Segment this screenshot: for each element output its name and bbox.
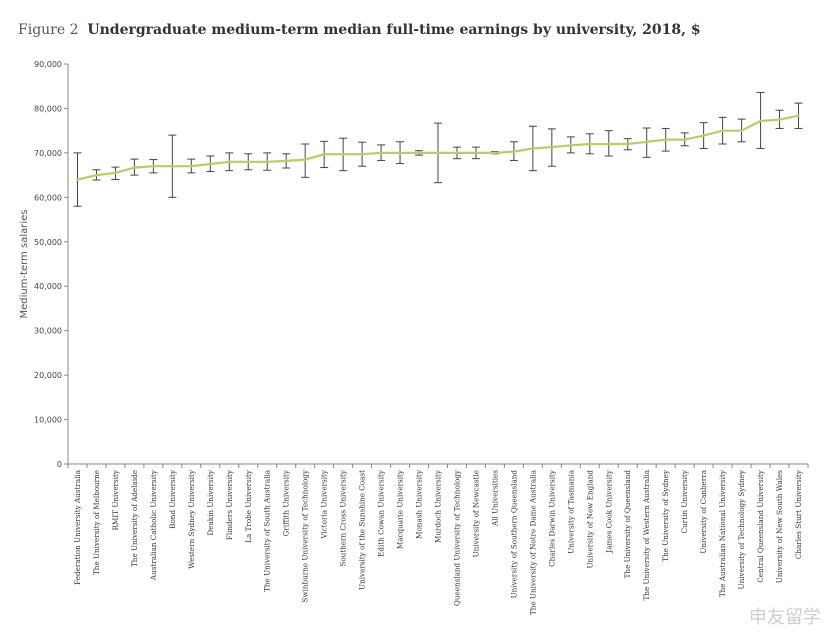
data-point [417,151,421,155]
category-label: The University of Western Australia [642,469,651,600]
data-point [455,151,459,155]
error-bars [73,91,803,207]
data-point [133,166,136,169]
category-label: University of New South Wales [775,470,784,583]
category-label: University of Canberra [699,469,708,553]
data-point [341,153,345,156]
data-point [114,171,117,175]
category-label: University of Newcastle [471,470,480,557]
category-label: Flinders University [225,469,234,540]
category-label: Charles Darwin University [547,469,556,567]
category-label: Southern Cross University [339,469,348,567]
y-tick-label: 30,000 [34,327,62,336]
y-tick-label: 20,000 [34,371,62,380]
data-point [360,153,364,156]
data-point [171,165,174,168]
median-line [76,114,800,181]
y-tick-label: 80,000 [34,104,62,113]
data-point [76,178,79,181]
category-label: Federation University Australia [73,469,82,585]
data-point [721,129,724,132]
category-label: The University of Notre Dame Australia [528,469,537,615]
data-point [626,142,629,146]
data-point [778,118,781,121]
data-point [152,165,155,168]
data-point [512,150,516,153]
category-label: Western Sydney University [187,469,196,569]
watermark-text: 申友留学 [749,607,821,628]
category-label: University of Technology Sydney [737,469,746,589]
data-point [569,144,573,147]
category-label: Edith Cowan University [377,469,386,557]
figure-title-text: Undergraduate medium-term median full-ti… [87,22,701,38]
category-label: Victoria University [320,469,329,540]
data-point [493,151,497,155]
category-label: University of Tasmania [566,469,575,553]
data-point [607,142,610,146]
category-label: Bond University [168,469,177,529]
chart-title: Figure 2 Undergraduate medium-term media… [18,22,701,38]
data-point [322,153,326,156]
data-point [379,151,383,155]
category-label: The University of Sydney [661,469,670,562]
category-label: La Trobe University [244,469,253,543]
category-label: Central Queensland University [756,469,765,583]
category-label: All Universities [490,470,499,527]
data-point [474,151,478,155]
data-point [398,151,402,155]
data-point [209,162,212,166]
data-point [436,151,440,155]
category-label: The University of Queensland [623,470,632,579]
data-point [190,165,193,168]
category-label: Curtin University [680,469,689,533]
y-axis-label: Medium-term salaries [19,209,30,318]
y-tick-label: 50,000 [34,238,62,247]
category-label: University of the Sunshine Coast [358,470,367,590]
category-label: Charles Sturt University [794,469,803,559]
category-label: Griffith University [282,469,291,536]
category-label: University of New England [585,470,594,569]
y-tick-label: 60,000 [34,193,62,202]
category-label: Australian Catholic University [149,469,158,581]
data-point [303,158,307,161]
category-label: James Cook University [604,469,613,554]
category-labels: Federation University Australia The Unive… [73,469,803,615]
category-label: Monash University [415,469,424,539]
figure-label: Figure 2 [18,22,79,38]
data-point [645,140,648,143]
data-point [247,160,250,163]
y-tick-label: 10,000 [34,416,62,425]
category-label: Queensland University of Technology [453,469,462,606]
category-label: The University of South Australia [263,469,272,592]
category-label: Deakin University [206,469,215,535]
data-point [531,147,535,150]
y-tick-label: 70,000 [34,149,62,158]
category-label: University of Southern Queensland [509,470,518,599]
category-label: Murdoch University [434,469,443,543]
data-point [285,159,288,163]
axes: 0 10,000 20,000 30,000 40,000 50,000 60,000 70,… [19,60,809,469]
category-label: The University of Adelaide [130,470,139,567]
y-tick-label: 90,000 [34,60,62,69]
y-tick-label: 40,000 [34,282,62,291]
data-point [95,173,98,177]
data-point [797,114,800,117]
data-point [702,134,705,137]
y-tick-label: 0 [57,460,62,469]
data-point [664,138,667,141]
data-point [228,160,231,163]
data-point [683,138,686,141]
category-label: RMIT University [111,469,120,530]
data-point [740,129,743,132]
data-point [550,145,554,149]
data-point [266,160,269,163]
category-label: The Australian National University [718,469,727,597]
category-label: Macquarie University [396,469,405,549]
data-point [759,119,762,123]
category-label: The University of Melbourne [92,470,101,575]
category-label: Swinburne University of Technology [301,469,310,602]
data-point [588,142,591,146]
